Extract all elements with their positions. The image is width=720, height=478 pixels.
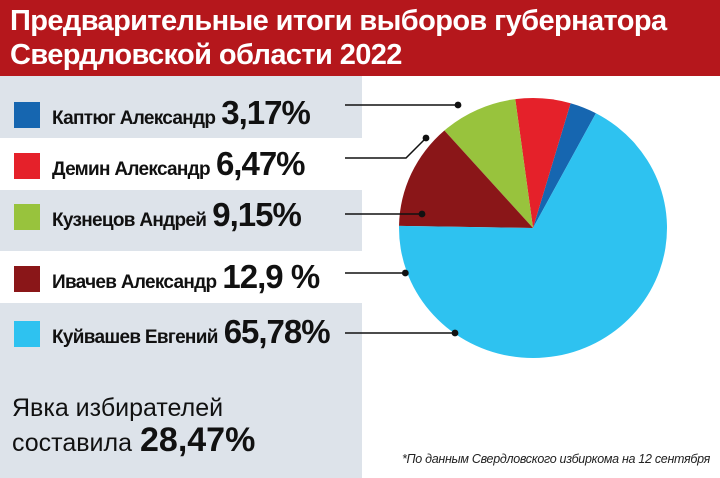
legend-value: 3,17% bbox=[221, 94, 311, 131]
legend-name: Каптюг Александр bbox=[52, 108, 216, 129]
turnout-value: 28,47% bbox=[140, 421, 256, 459]
leader-line bbox=[345, 134, 430, 159]
legend-label: Каптюг Александр 3,17% bbox=[52, 87, 311, 139]
leader-line bbox=[345, 210, 426, 218]
chart-title: Предварительные итоги выборов губернатор… bbox=[10, 4, 715, 72]
legend-value: 65,78% bbox=[223, 313, 331, 350]
legend-value: 12,9 % bbox=[222, 258, 320, 295]
legend-row: Ивачев Александр 12,9 % bbox=[0, 251, 362, 303]
leader-line bbox=[345, 101, 462, 109]
legend-name: Куйвашев Евгений bbox=[52, 327, 218, 348]
title-line-1: Предварительные итоги выборов губернатор… bbox=[10, 5, 667, 37]
legend-row: Демин Александр 6,47% bbox=[0, 138, 362, 190]
legend-value: 6,47% bbox=[215, 145, 306, 182]
legend-row: Каптюг Александр 3,17% bbox=[0, 87, 362, 139]
legend-swatch bbox=[14, 153, 40, 179]
pie-slice bbox=[515, 97, 571, 228]
turnout-label-line-1: Явка избирателей bbox=[12, 394, 224, 422]
leader-line bbox=[345, 329, 459, 337]
header-banner: Предварительные итоги выборов губернатор… bbox=[0, 0, 720, 76]
footnote: *По данным Свердловского избиркома на 12… bbox=[401, 452, 710, 466]
legend-name: Ивачев Александр bbox=[52, 272, 217, 293]
legend-label: Демин Александр 6,47% bbox=[52, 138, 306, 190]
pie-slice bbox=[399, 130, 533, 228]
legend-label: Куйвашев Евгений 65,78% bbox=[52, 306, 331, 358]
legend-swatch bbox=[14, 266, 40, 292]
pie-slice bbox=[444, 99, 533, 228]
legend-value: 9,15% bbox=[212, 196, 302, 233]
pie-slice bbox=[399, 113, 668, 359]
legend-label: Кузнецов Андрей 9,15% bbox=[52, 189, 302, 241]
legend-swatch bbox=[14, 321, 40, 347]
legend-label: Ивачев Александр 12,9 % bbox=[52, 251, 320, 303]
title-line-2: Свердловской области 2022 bbox=[10, 39, 402, 71]
pie-slice bbox=[533, 103, 596, 228]
turnout-block: Явка избирателей составила 28,47% bbox=[12, 392, 352, 459]
leader-line bbox=[345, 269, 409, 277]
turnout-label-line-2: составила bbox=[12, 429, 132, 457]
legend-swatch bbox=[14, 102, 40, 128]
legend-swatch bbox=[14, 204, 40, 230]
legend-name: Демин Александр bbox=[52, 159, 211, 180]
legend-row: Куйвашев Евгений 65,78% bbox=[0, 306, 362, 358]
legend-name: Кузнецов Андрей bbox=[52, 210, 207, 231]
legend-row: Кузнецов Андрей 9,15% bbox=[0, 189, 362, 241]
